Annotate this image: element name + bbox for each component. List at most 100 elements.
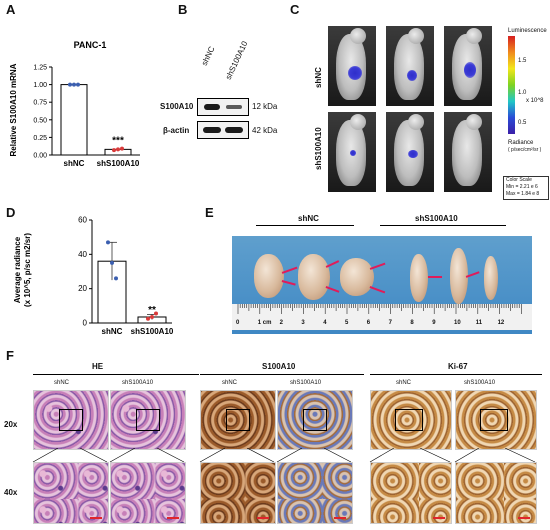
data-point [76, 82, 80, 87]
data-point [114, 276, 118, 281]
ivis-row-shs100a10: shS100A10 [314, 127, 323, 170]
wb-protein-s100a10: S100A10 [160, 102, 194, 111]
colorbar-title: Luminescence [508, 28, 547, 34]
stain-line [200, 374, 364, 375]
lane-label-shs100a10: shS100A10 [223, 39, 250, 81]
tumor [484, 256, 498, 300]
color-scale-title: Color Scale [506, 177, 532, 183]
data-point [68, 82, 72, 87]
ruler-ticks [237, 304, 522, 314]
colorbar-tick: 0.5 [518, 120, 527, 126]
tumor [298, 254, 330, 300]
tumor-photo [232, 236, 532, 334]
ruler-label: 12 [497, 320, 505, 326]
hist-image-he-sh-40x [110, 462, 186, 524]
y-tick-label: 40 [78, 250, 87, 259]
ruler-label: 10 [454, 320, 461, 326]
ruler-label: 8 [410, 320, 414, 326]
stain-line [370, 374, 542, 375]
arrow [325, 286, 340, 293]
stain-title-s100a10: S100A10 [262, 362, 296, 371]
hist-group-label: shS100A10 [122, 380, 154, 386]
colorbar [508, 36, 515, 134]
wb-protein-actin: β-actin [163, 126, 190, 135]
category-label: shNC [64, 159, 85, 168]
tumor-group-shs100a10: shS100A10 [415, 214, 458, 223]
color-scale-max: Max = 1.84 e 8 [506, 191, 540, 197]
color-scale-min: Min = 2.21 e 6 [506, 184, 538, 190]
ruler-label: 2 [279, 320, 283, 326]
wb-band [204, 104, 220, 110]
tumor [450, 248, 468, 304]
ivis-mouse [386, 26, 434, 106]
panel-label-e: E [205, 205, 214, 220]
y-tick-label: 1.25 [33, 65, 47, 72]
y-tick-label: 0.75 [33, 100, 47, 107]
data-point [150, 314, 154, 319]
stain-line [33, 374, 199, 375]
hist-image-ki-shnc-40x [370, 462, 452, 524]
hist-image-s100-sh-20x [277, 390, 353, 450]
panel-label-f: F [6, 348, 14, 363]
group-line [380, 225, 506, 226]
hist-image-s100-shnc-20x [200, 390, 276, 450]
arrow [369, 262, 386, 270]
hist-image-s100-shnc-40x [200, 462, 276, 524]
ruler-label: 9 [432, 320, 436, 326]
ivis-mouse [328, 26, 376, 106]
chart-a: PANC-1 Relative S100A10 mRNA 0.00 0.25 0.5… [9, 40, 140, 168]
arrow [325, 260, 340, 268]
tumor [254, 254, 284, 298]
y-tick-label: 20 [78, 284, 87, 293]
significance-label: ** [148, 305, 156, 316]
chart-d: Average radiance (x 10^5, p/sc m2/sr) 0 2… [13, 216, 174, 337]
ruler-label: 5 [345, 320, 349, 326]
category-label: shS100A10 [97, 159, 140, 168]
category-label: shNC [102, 327, 123, 336]
ruler-label: 0 [236, 320, 240, 326]
wb-size-s100a10: 12 kDa [252, 102, 278, 111]
group-line [256, 225, 354, 226]
ruler-label: 3 [301, 320, 305, 326]
data-point [146, 316, 150, 321]
tumor [340, 258, 374, 296]
zoom-guides [32, 448, 536, 462]
tumor-group-shnc: shNC [298, 214, 319, 223]
stain-title-he: HE [92, 362, 104, 371]
ruler-label: 1 cm [257, 320, 272, 326]
ivis-mouse [386, 112, 434, 192]
tumor [410, 254, 428, 302]
hist-group-label: shNC [54, 380, 70, 386]
radiance-label: Radiance [508, 140, 534, 146]
data-point [154, 311, 158, 316]
hist-image-he-shnc-40x [33, 462, 109, 524]
wb-band [203, 127, 221, 133]
data-point [116, 147, 120, 152]
hist-image-ki-sh-20x [455, 390, 537, 450]
arrow [281, 266, 298, 274]
ruler-label: 11 [475, 320, 483, 326]
wb-strip-actin [197, 121, 249, 139]
hist-group-label: shNC [222, 380, 238, 386]
arrow [428, 276, 442, 278]
ruler-label: 4 [323, 320, 327, 326]
chart-a-title: PANC-1 [74, 40, 107, 50]
hist-image-ki-shnc-20x [370, 390, 452, 450]
y-tick-label: 1.00 [33, 82, 47, 89]
ruler-label: 7 [388, 320, 392, 326]
panel-label-d: D [6, 205, 16, 220]
mag-40x: 40x [4, 488, 18, 497]
chart-a-ylabel: Relative S100A10 mRNA [9, 63, 18, 156]
data-point [72, 82, 76, 87]
arrow [369, 286, 386, 293]
panel-label-b: B [178, 2, 188, 17]
mag-20x: 20x [4, 420, 18, 429]
hist-group-label: shNC [396, 380, 412, 386]
wb-band [226, 105, 242, 109]
y-tick-label: 0.00 [33, 153, 47, 160]
lane-label-shnc: shNC [199, 45, 217, 67]
ivis-mouse [328, 112, 376, 192]
arrow [281, 280, 296, 286]
data-point [112, 148, 116, 153]
panel-label-c: C [290, 2, 300, 17]
